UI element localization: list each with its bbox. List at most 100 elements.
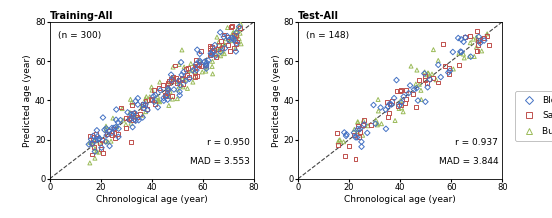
Point	[229, 31, 238, 34]
Y-axis label: Predicted age (year): Predicted age (year)	[272, 54, 280, 146]
Point	[107, 140, 115, 143]
Point	[460, 56, 469, 60]
Point	[231, 42, 240, 45]
Point	[152, 100, 161, 103]
Point	[133, 115, 142, 118]
Point	[182, 74, 191, 77]
Point	[383, 115, 392, 119]
Point	[395, 104, 404, 107]
Point	[210, 48, 219, 52]
Point	[108, 131, 116, 135]
Point	[393, 89, 402, 93]
Point	[119, 118, 128, 122]
Point	[169, 77, 178, 80]
Point	[466, 55, 475, 58]
Point	[195, 52, 204, 56]
Point	[192, 62, 201, 66]
Point	[89, 134, 98, 138]
Point	[466, 41, 475, 44]
Point	[98, 138, 107, 142]
Point	[111, 136, 120, 140]
Text: Training-All: Training-All	[50, 11, 113, 21]
Point	[114, 127, 123, 130]
Point	[353, 130, 362, 133]
Point	[208, 50, 216, 53]
Point	[97, 147, 105, 151]
Point	[445, 69, 454, 73]
Point	[163, 86, 172, 90]
Point	[98, 116, 107, 119]
Point	[423, 71, 432, 75]
Point	[95, 150, 104, 154]
Point	[214, 44, 223, 47]
Point	[123, 111, 132, 114]
Point	[131, 99, 140, 103]
Point	[131, 114, 140, 117]
Point	[174, 79, 183, 83]
Point	[92, 150, 101, 153]
Point	[477, 49, 486, 53]
Point	[162, 94, 171, 97]
Point	[353, 121, 362, 124]
Point	[147, 85, 156, 89]
Point	[395, 107, 404, 110]
Point	[105, 129, 114, 132]
Point	[373, 123, 382, 127]
Point	[214, 41, 223, 44]
Point	[424, 72, 433, 75]
Point	[126, 121, 135, 125]
Point	[169, 88, 178, 91]
Point	[146, 97, 155, 101]
Point	[401, 98, 410, 101]
Point	[116, 118, 125, 122]
Point	[423, 85, 432, 89]
Point	[397, 106, 406, 109]
Point	[223, 34, 232, 38]
Point	[148, 98, 157, 102]
Point	[91, 150, 99, 153]
Point	[429, 76, 438, 79]
Point	[172, 76, 181, 80]
Point	[455, 63, 464, 66]
Point	[339, 140, 348, 143]
Point	[459, 40, 468, 44]
Point	[98, 152, 107, 155]
Point	[483, 34, 492, 37]
Point	[183, 66, 192, 70]
Point	[461, 36, 470, 39]
Point	[369, 103, 378, 107]
Point	[472, 36, 481, 39]
Point	[363, 131, 371, 135]
Point	[384, 105, 392, 108]
Point	[448, 50, 457, 54]
Point	[122, 116, 131, 120]
Point	[359, 119, 368, 122]
Point	[230, 33, 238, 36]
Legend: Blood, Saliva, Buccal swab: Blood, Saliva, Buccal swab	[515, 91, 552, 141]
Point	[227, 36, 236, 40]
Point	[357, 140, 366, 143]
Point	[168, 97, 177, 101]
Point	[434, 81, 443, 84]
Point	[174, 78, 183, 81]
Point	[235, 25, 243, 29]
Point	[421, 100, 430, 104]
Point	[128, 101, 136, 104]
Point	[191, 58, 200, 62]
Point	[137, 104, 146, 108]
Point	[112, 108, 121, 111]
Point	[163, 85, 172, 89]
Point	[333, 131, 342, 135]
Point	[86, 135, 95, 138]
Point	[472, 46, 481, 49]
Point	[112, 125, 120, 129]
Point	[197, 64, 206, 68]
Point	[479, 36, 488, 40]
Point	[231, 39, 240, 42]
Point	[395, 89, 404, 93]
Point	[214, 47, 223, 50]
Point	[153, 95, 162, 98]
Point	[135, 112, 144, 116]
Point	[432, 78, 440, 82]
Point	[176, 83, 184, 87]
